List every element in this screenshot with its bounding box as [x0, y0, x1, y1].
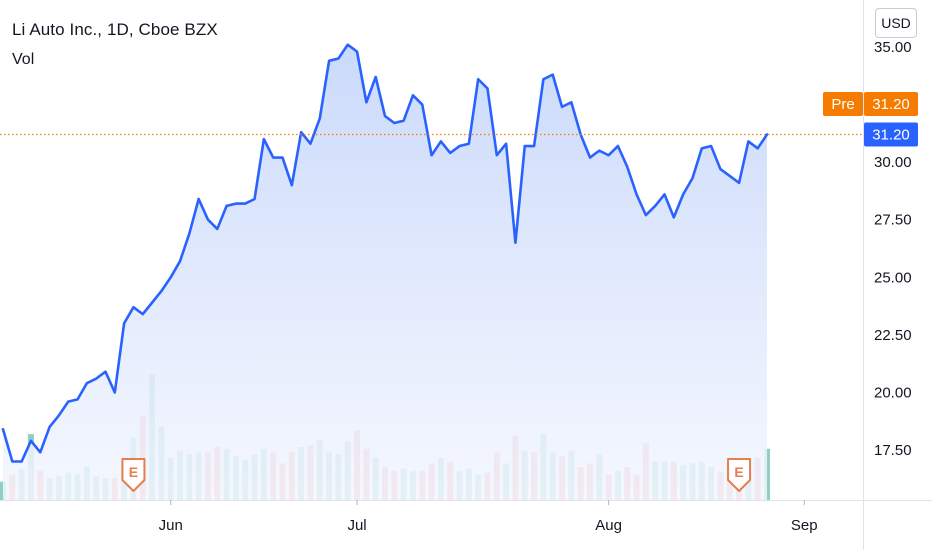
earnings-label: E [129, 464, 138, 480]
volume-legend[interactable]: Vol [12, 51, 35, 68]
price-tick-label: 17.50 [874, 442, 912, 459]
currency-button[interactable]: USD [875, 8, 917, 38]
price-tick-label: 22.50 [874, 327, 912, 344]
price-tick-label: 27.50 [874, 212, 912, 229]
price-tick-label: 20.00 [874, 384, 912, 401]
price-tick-label: 25.00 [874, 269, 912, 286]
earnings-shield-icon [727, 458, 752, 492]
price-tick-label: 30.00 [874, 154, 912, 171]
last-price-label: 31.20 [872, 127, 910, 144]
area-layer [1, 43, 769, 500]
pre-market-price-badge [864, 92, 918, 116]
pre-market-label: Pre [831, 96, 854, 113]
last-price-badge [864, 122, 918, 147]
time-tick-label: Jul [347, 517, 366, 534]
badge-layer: Pre 31.20 31.20 [823, 92, 918, 147]
price-area-fill [3, 44, 767, 500]
price-tick-label: 35.00 [874, 39, 912, 56]
symbol-title[interactable]: Li Auto Inc., 1D, Cboe BZX [12, 20, 218, 39]
earnings-shield-icon [121, 458, 146, 492]
price-line [1, 43, 769, 463]
time-tick-label: Jun [159, 517, 183, 534]
time-tick-label: Sep [791, 517, 818, 534]
earnings-marker[interactable]: E [727, 458, 752, 492]
time-tick-label: Aug [595, 517, 622, 534]
earnings-marker[interactable]: E [121, 458, 146, 492]
pre-market-badge [823, 92, 863, 116]
earnings-label: E [734, 464, 743, 480]
pre-market-price: 31.20 [872, 96, 910, 113]
